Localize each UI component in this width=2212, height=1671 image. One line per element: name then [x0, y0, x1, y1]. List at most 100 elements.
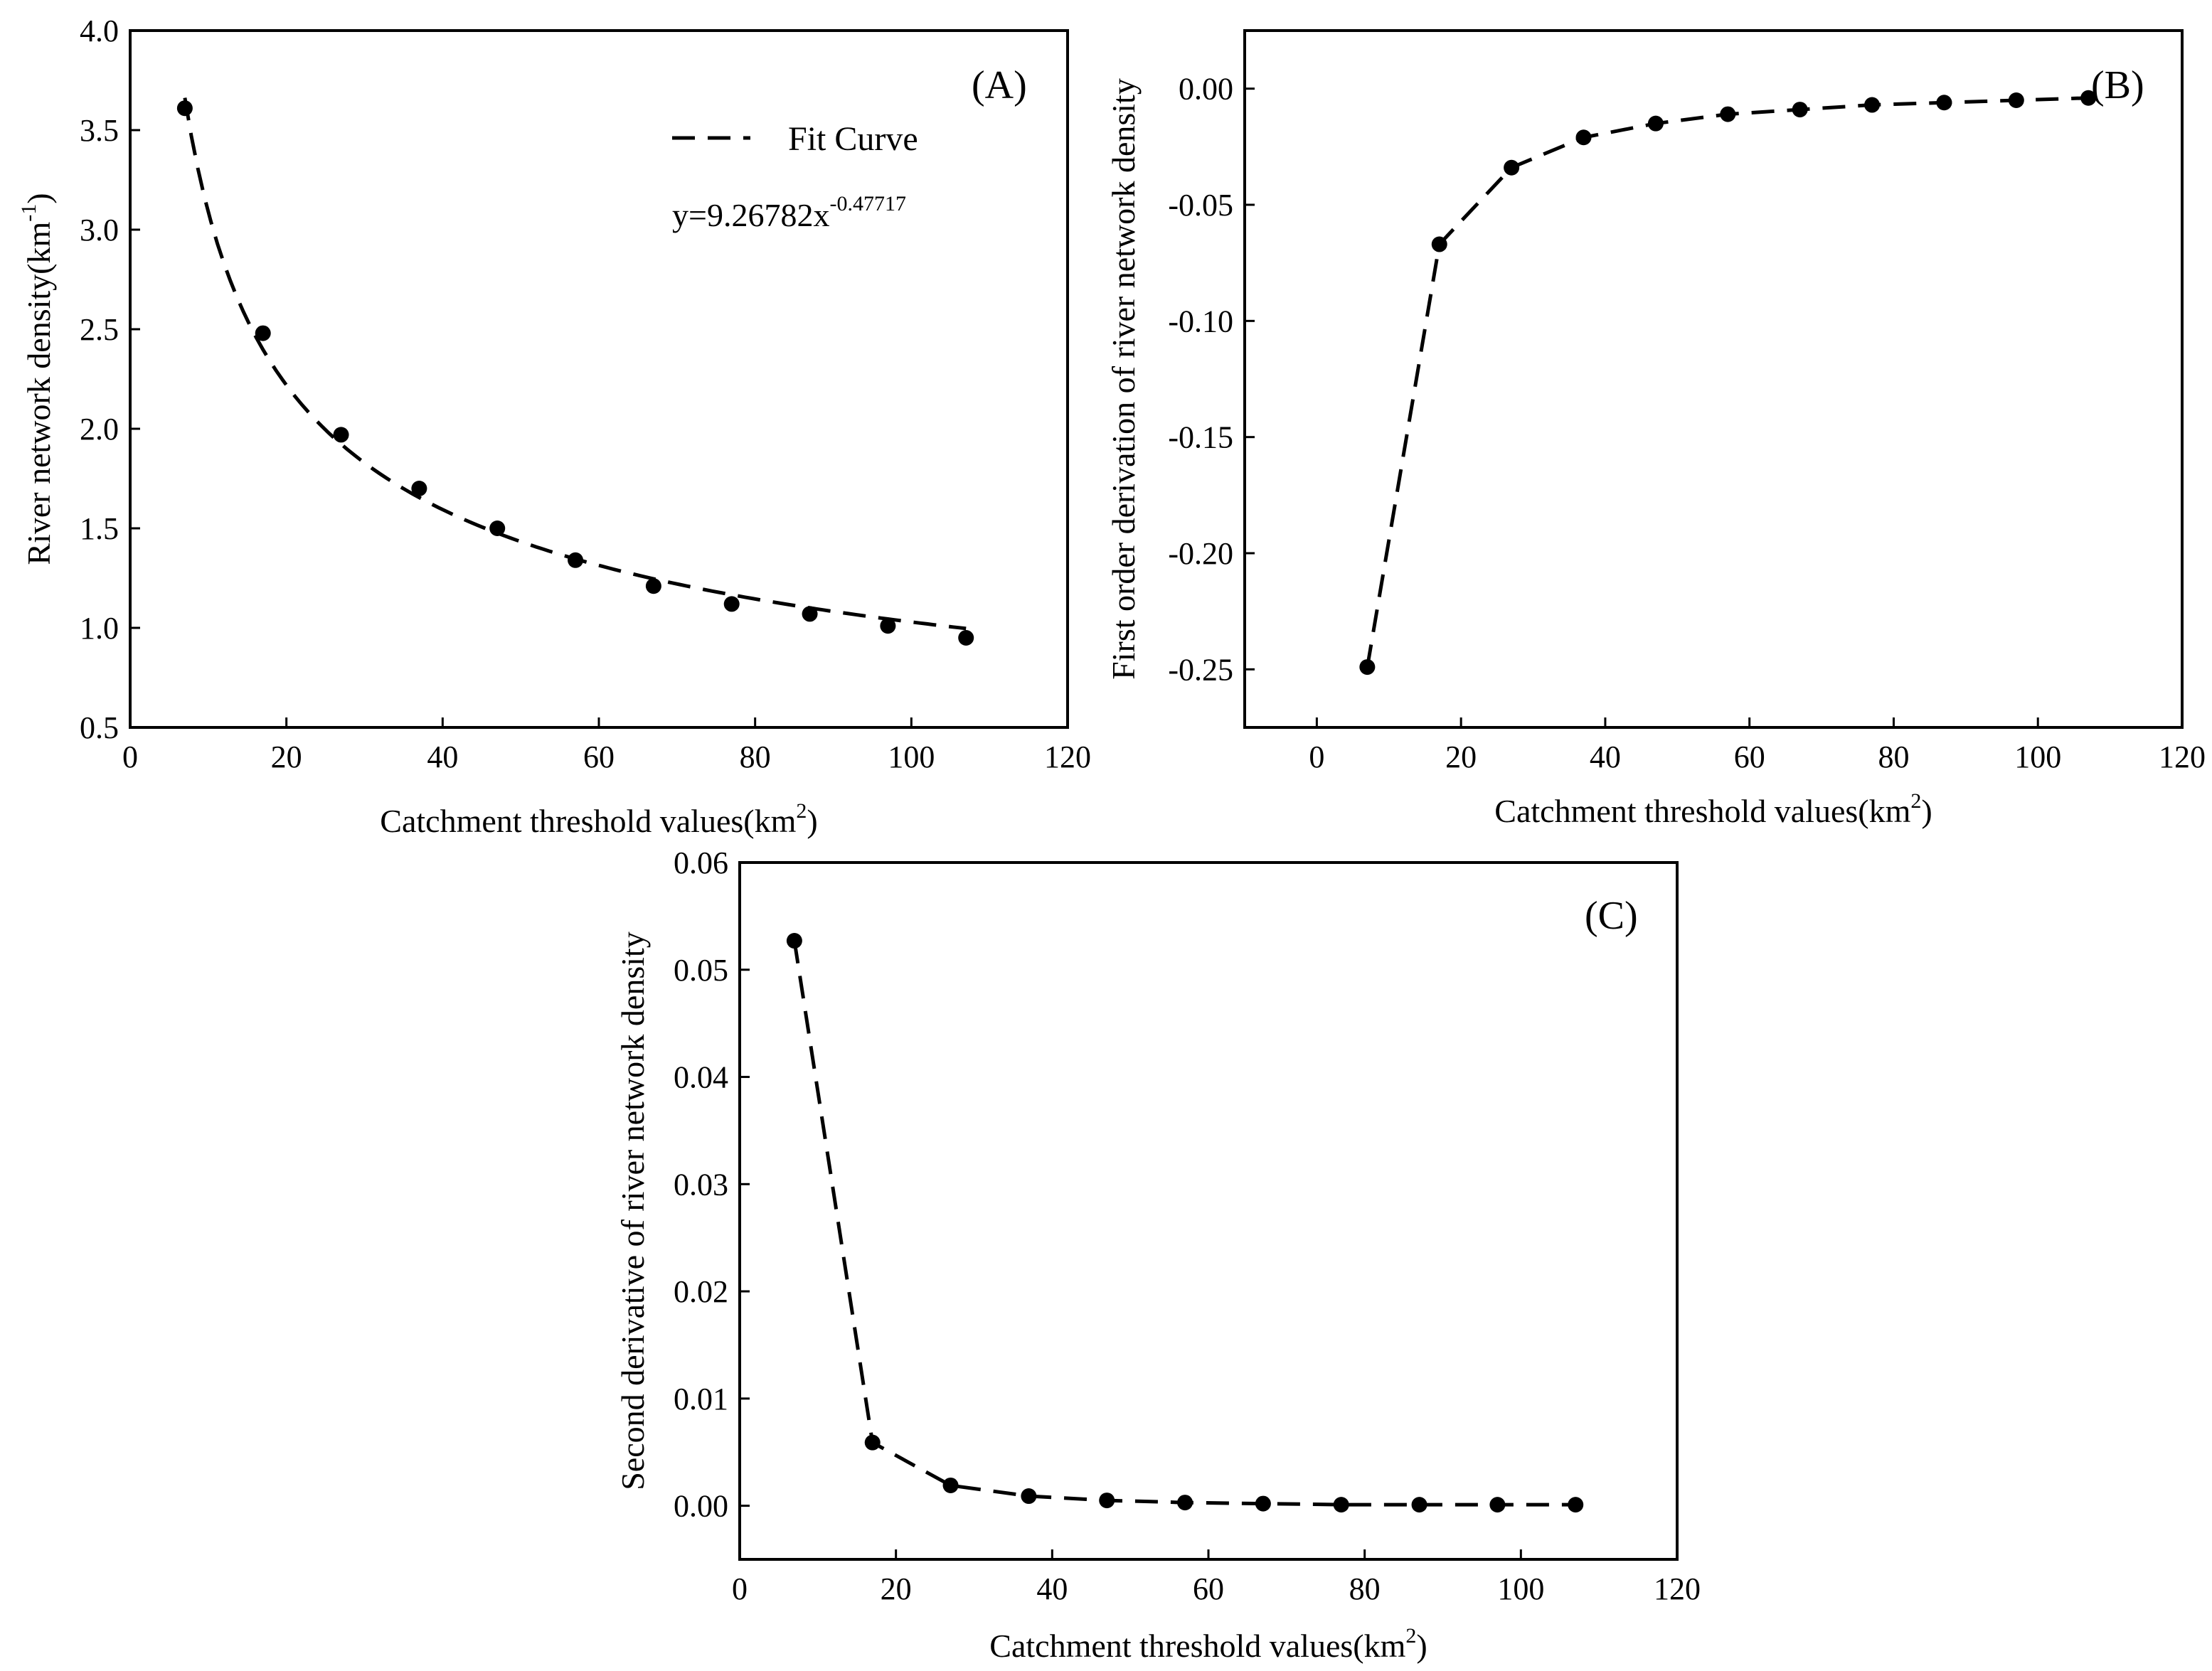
panel-a-y-tick-label-6: 3.5: [80, 113, 119, 148]
panel-b-y-tick-label-0: -0.25: [1168, 652, 1233, 687]
panel-a-point-47: [489, 520, 506, 536]
fit-equation: y=9.26782x-0.47717: [672, 192, 906, 233]
panel-b-point-77: [1864, 97, 1881, 113]
panel-c-x-tick-label-60: 60: [1193, 1571, 1224, 1606]
panel-c-y-tick-label-6: 0.06: [674, 845, 728, 880]
panel-c-x-tick-label-100: 100: [1497, 1571, 1544, 1606]
panel-a-y-tick-label-4: 2.5: [80, 312, 119, 347]
panel-a-points: [176, 100, 974, 646]
panel-c-point-67: [1255, 1495, 1271, 1512]
panel-c-x-tick-label-20: 20: [881, 1571, 912, 1606]
panel-c-x-tick-label-80: 80: [1349, 1571, 1381, 1606]
panel-a-y-tick-label-7: 4.0: [80, 14, 119, 48]
panel-a-x-tick-label-40: 40: [427, 740, 458, 774]
panel-c-x-tick-label-40: 40: [1036, 1571, 1068, 1606]
panel-c-y-tick-label-0: 0.00: [674, 1489, 728, 1524]
panel-c-dashed-line: [792, 940, 1576, 1507]
panel-a-point-27: [333, 427, 349, 443]
panel-c-x-ticks: 0 20 40 60 80 100 120: [732, 1549, 1701, 1606]
panel-b-x-tick-label-40: 40: [1590, 740, 1621, 774]
fit-equation-exponent: -0.47717: [829, 192, 906, 215]
panel-c-points: [786, 933, 1584, 1513]
panel-c-y-tick-label-2: 0.02: [674, 1274, 728, 1309]
panel-a-point-57: [568, 552, 584, 568]
panel-c-y-axis-label: Second derivative of river network densi…: [615, 931, 651, 1490]
panel-c-x-tick-label-0: 0: [732, 1571, 748, 1606]
panel-c-point-37: [1021, 1488, 1037, 1505]
panel-a-y-tick-label-5: 3.0: [80, 213, 119, 247]
panel-a-x-tick-label-100: 100: [888, 740, 935, 774]
panel-b-x-tick-label-100: 100: [2014, 740, 2061, 774]
panel-c-y-tick-label-3: 0.03: [674, 1167, 728, 1202]
panel-a-point-17: [255, 325, 271, 341]
panel-b-y-tick-label-1: -0.20: [1168, 536, 1233, 571]
panel-b-y-axis-label: First order derivation of river network …: [1105, 78, 1142, 680]
panel-a-y-tick-label-1: 1.0: [80, 611, 119, 646]
panel-b-point-97: [2008, 92, 2024, 108]
panel-b-y-tick-label-5: 0.00: [1179, 72, 1233, 107]
panel-b-points: [1359, 90, 2097, 676]
panel-a-plot: 0 20 40 60 80 100 120 0.5 1.0 1.5 2.0 2.5 3.0 3.5 4.0…: [17, 14, 1091, 839]
panel-a-y-tick-label-0: 0.5: [80, 710, 119, 745]
panel-c-label: (C): [1585, 894, 1638, 938]
panel-b-point-27: [1504, 159, 1520, 176]
panel-b-plot: 0 20 40 60 80 100 120 -0.25 -0.20 -0.15 -0.10 -0.0…: [1105, 29, 2206, 829]
panel-c-point-107: [1568, 1497, 1584, 1513]
panel-a-x-tick-label-20: 20: [271, 740, 302, 774]
panel-c-point-17: [864, 1434, 881, 1451]
panel-c-x-tick-label-120: 120: [1654, 1571, 1701, 1606]
panel-b-y-tick-label-3: -0.10: [1168, 304, 1233, 338]
panel-a-x-ticks: 0 20 40 60 80 100 120: [122, 717, 1091, 774]
panel-a-point-37: [411, 481, 427, 496]
panel-a-point-107: [958, 630, 974, 646]
panel-b-x-tick-label-20: 20: [1445, 740, 1477, 774]
panel-b-label: (B): [2091, 63, 2144, 107]
panel-a-y-axis-label: River network density(km-1): [17, 193, 57, 565]
panel-c-point-97: [1489, 1497, 1506, 1513]
panel-a-x-tick-label-0: 0: [122, 740, 138, 774]
panel-a-x-tick-label-120: 120: [1044, 740, 1091, 774]
fit-equation-base: y=9.26782x: [672, 197, 829, 233]
panel-b-x-axis-label: Catchment threshold values(km2): [1494, 789, 1932, 829]
panel-c-point-77: [1333, 1497, 1349, 1513]
panel-c-point-47: [1099, 1493, 1115, 1509]
panel-b-x-ticks: 0 20 40 60 80 100 120: [1309, 717, 2206, 774]
legend-fit-curve-label: Fit Curve: [788, 120, 918, 158]
panel-a-point-77: [723, 596, 740, 612]
panel-c-frame: [738, 861, 1679, 1561]
panel-b-y-tick-label-4: -0.05: [1168, 188, 1233, 223]
panel-c-point-57: [1177, 1495, 1193, 1511]
panel-b-point-87: [1936, 95, 1952, 111]
panel-b-y-tick-label-2: -0.15: [1168, 420, 1233, 455]
panel-a-x-tick-label-60: 60: [583, 740, 615, 774]
panel-c-y-tick-label-4: 0.04: [674, 1060, 728, 1095]
panel-a-y-tick-label-3: 2.0: [80, 412, 119, 447]
panel-a-y-tick-label-2: 1.5: [80, 511, 119, 546]
panel-a-label: (A): [972, 63, 1027, 107]
panel-b-x-tick-label-60: 60: [1734, 740, 1765, 774]
panel-c-point-7: [786, 933, 802, 949]
panel-b-point-7: [1359, 659, 1376, 676]
panel-b-point-107: [2080, 90, 2097, 106]
panel-c-point-27: [942, 1477, 959, 1493]
panel-b-x-tick-label-120: 120: [2159, 740, 2206, 774]
panel-a-point-67: [645, 578, 661, 594]
panel-c-point-87: [1411, 1497, 1427, 1513]
panel-a-x-tick-label-80: 80: [740, 740, 771, 774]
panel-c-x-axis-label: Catchment threshold values(km2): [989, 1624, 1427, 1664]
panel-c-y-tick-label-1: 0.01: [674, 1382, 728, 1416]
panel-b-point-17: [1431, 236, 1447, 252]
panel-b-frame: [1243, 29, 2184, 729]
panel-c-plot: 0 20 40 60 80 100 120 0.00 0.01 0.02 0.03 0.04 0.05…: [615, 845, 1701, 1664]
panel-a-x-axis-label: Catchment threshold values(km2): [380, 799, 817, 839]
panel-b-point-47: [1647, 115, 1664, 132]
panel-b-point-37: [1575, 129, 1592, 146]
panel-b-point-57: [1720, 106, 1736, 122]
panel-a-fit-curve: [183, 97, 967, 631]
panel-a-point-7: [176, 100, 193, 117]
panel-c-y-ticks: 0.00 0.01 0.02 0.03 0.04 0.05 0.06: [674, 845, 750, 1524]
panel-b-point-67: [1792, 102, 1808, 118]
panel-a-y-ticks: 0.5 1.0 1.5 2.0 2.5 3.0 3.5 4.0: [80, 14, 140, 745]
panel-b-y-ticks: -0.25 -0.20 -0.15 -0.10 -0.05 0.00: [1168, 72, 1255, 687]
